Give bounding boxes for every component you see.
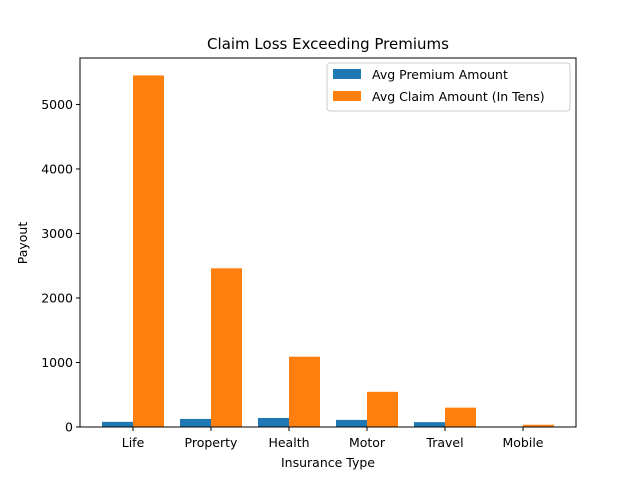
bar-avg-premium-amount-travel xyxy=(414,422,445,427)
y-tick-label: 4000 xyxy=(41,161,73,176)
y-axis-label: Payout xyxy=(15,222,30,265)
x-tick-label: Mobile xyxy=(502,435,543,450)
x-tick-label: Life xyxy=(122,435,145,450)
bar-avg-premium-amount-motor xyxy=(336,420,367,427)
bar-avg-claim-amount-in-tens-health xyxy=(289,357,320,427)
chart-title: Claim Loss Exceeding Premiums xyxy=(207,35,449,53)
legend-label-premium: Avg Premium Amount xyxy=(372,67,508,82)
legend-swatch-claim xyxy=(333,91,361,101)
legend-label-claim: Avg Claim Amount (In Tens) xyxy=(372,89,545,104)
legend: Avg Premium Amount Avg Claim Amount (In … xyxy=(327,63,570,111)
y-tick-label: 0 xyxy=(65,420,73,435)
bar-avg-claim-amount-in-tens-property xyxy=(211,268,242,427)
x-tick-label: Motor xyxy=(349,435,386,450)
x-tick-label: Property xyxy=(185,435,238,450)
y-tick-label: 1000 xyxy=(41,355,73,370)
bar-avg-premium-amount-life xyxy=(102,422,133,427)
bar-avg-premium-amount-property xyxy=(180,419,211,427)
x-axis-label: Insurance Type xyxy=(281,455,375,470)
y-tick-label: 3000 xyxy=(41,226,73,241)
y-tick-label: 2000 xyxy=(41,290,73,305)
y-tick-label: 5000 xyxy=(41,97,73,112)
bar-avg-premium-amount-health xyxy=(258,418,289,427)
bar-avg-claim-amount-in-tens-life xyxy=(133,75,164,427)
x-tick-label: Health xyxy=(268,435,309,450)
bar-avg-claim-amount-in-tens-motor xyxy=(367,392,398,427)
x-tick-label: Travel xyxy=(425,435,463,450)
legend-swatch-premium xyxy=(333,69,361,79)
bar-avg-claim-amount-in-tens-travel xyxy=(445,408,476,427)
